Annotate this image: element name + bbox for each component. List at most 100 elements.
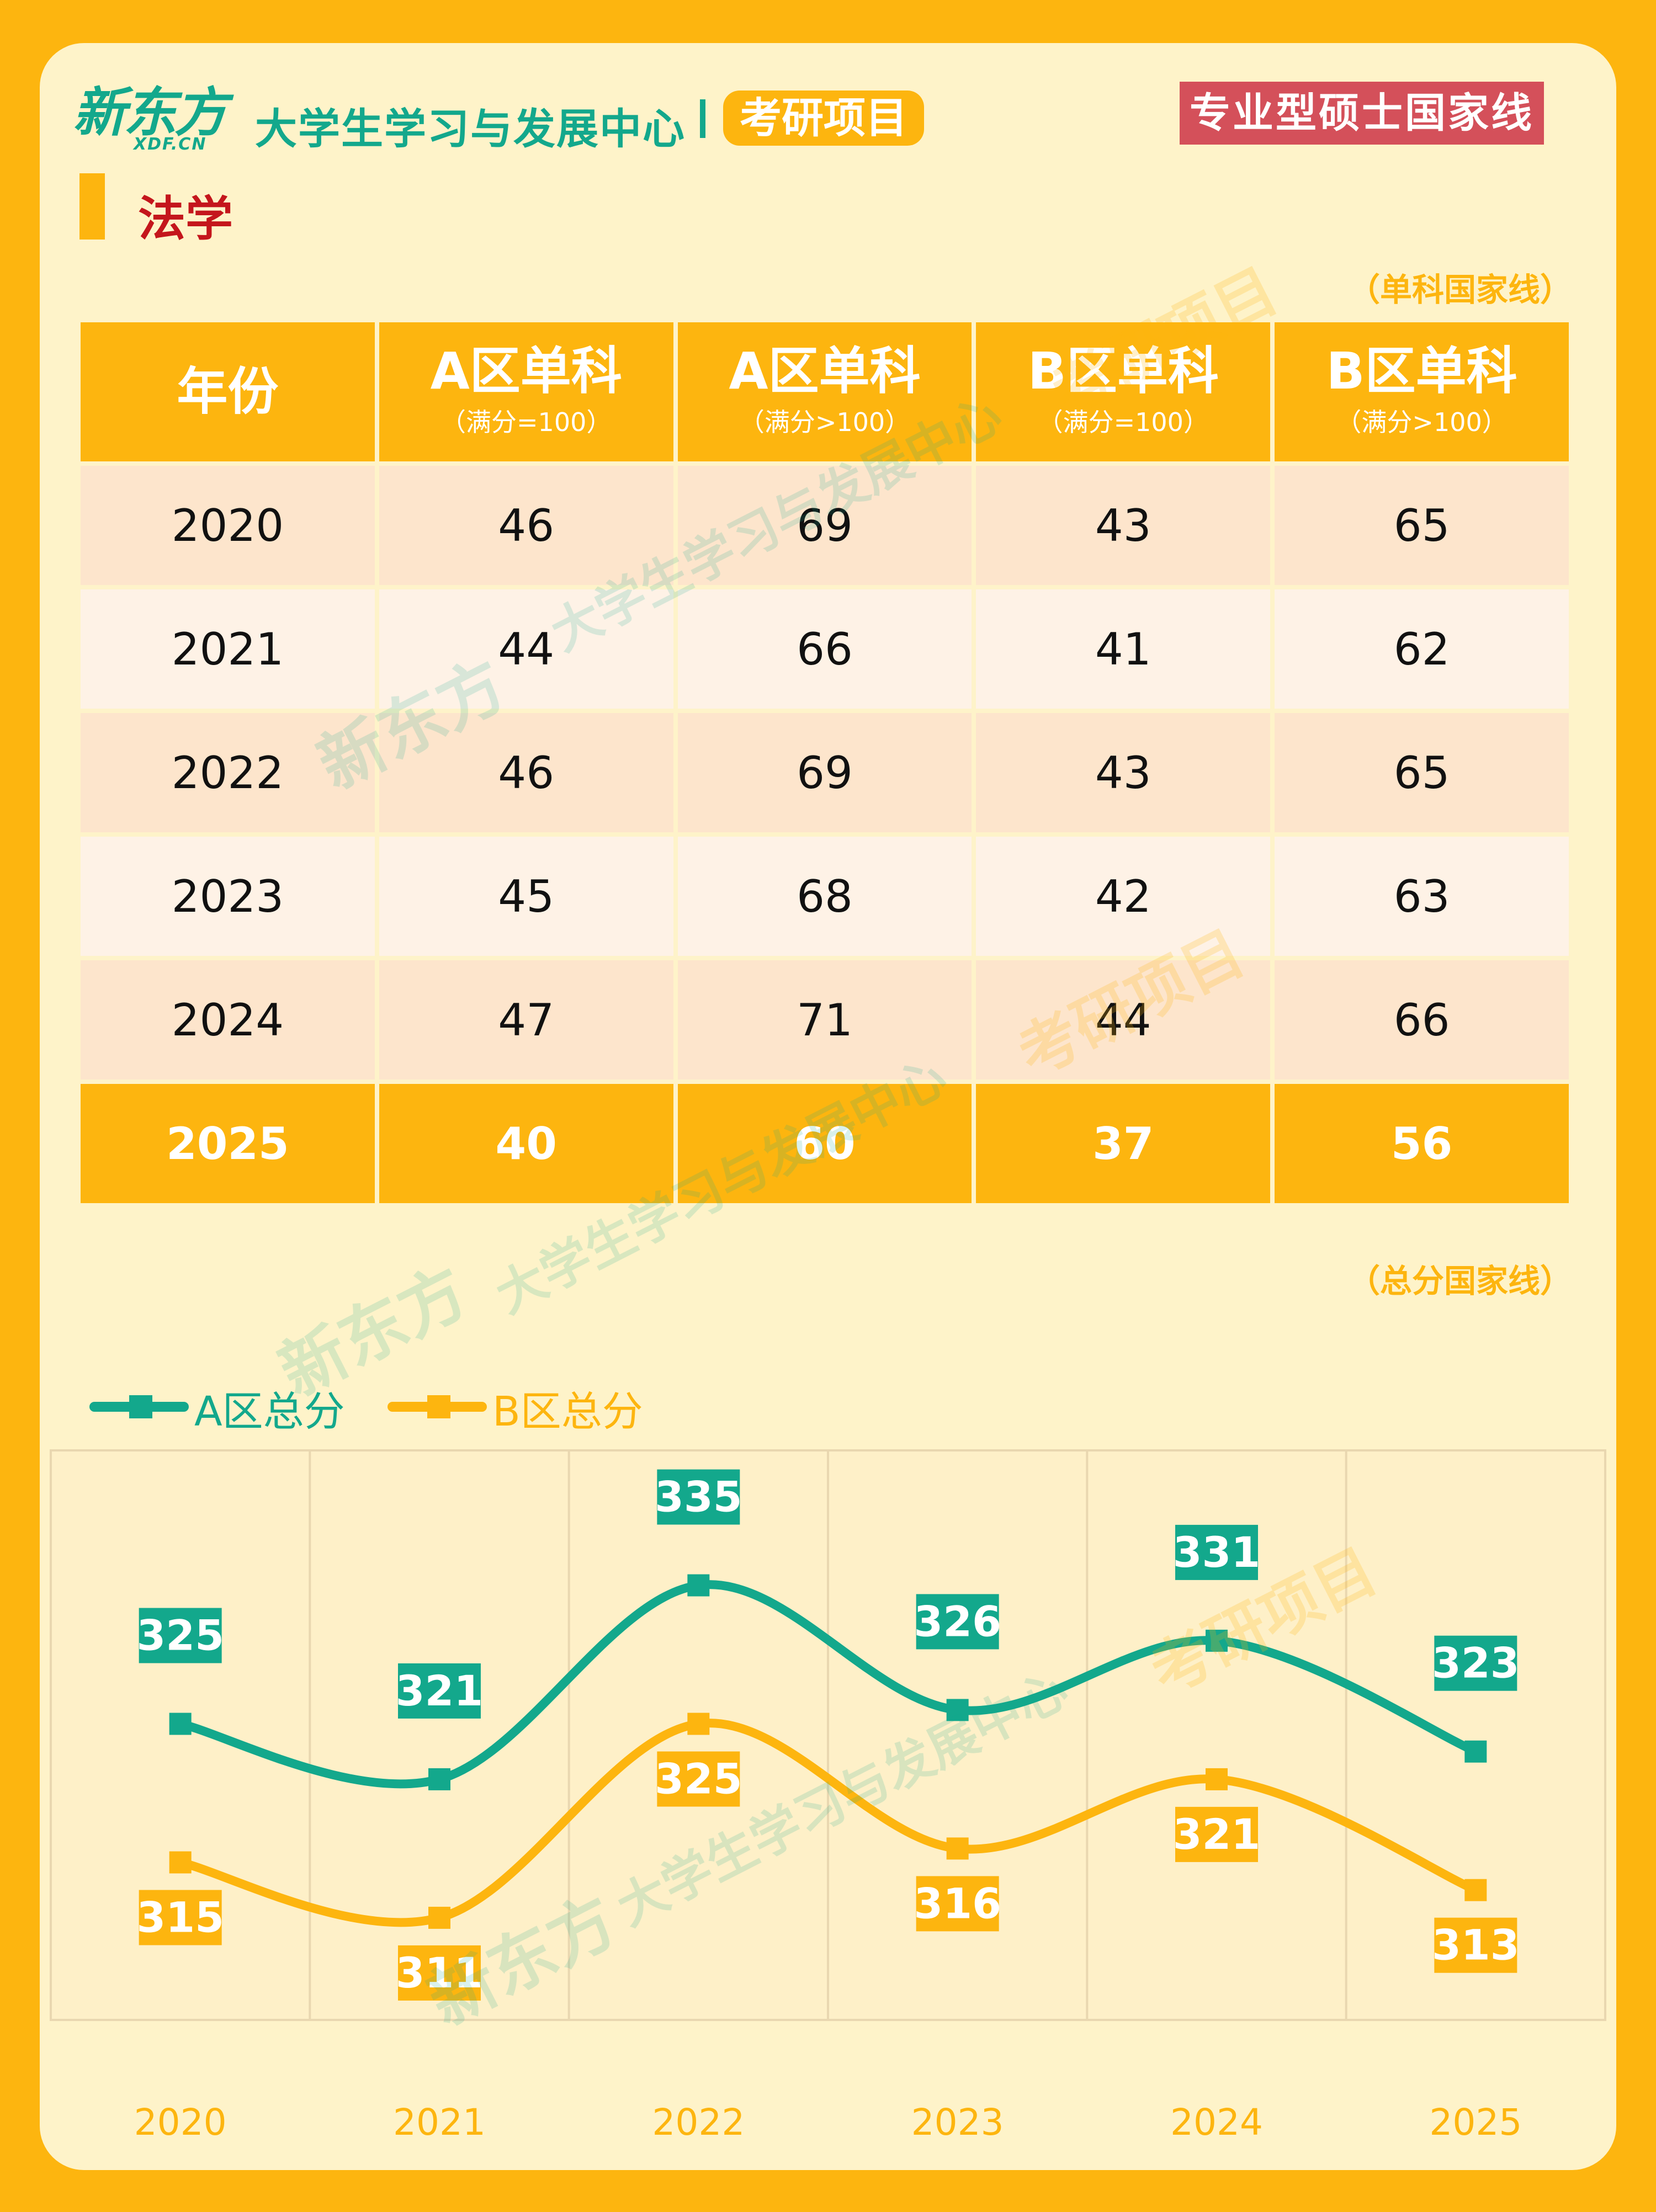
data-label: 331 [1173, 1528, 1261, 1577]
data-label-box [139, 1890, 222, 1945]
cell-year: 2022 [81, 713, 375, 832]
header-cell-b-over-100: B区单科 （满分>100） [1275, 322, 1569, 461]
data-label: 335 [655, 1472, 742, 1522]
data-point [169, 1713, 192, 1735]
x-tick-label: 2022 [652, 2101, 745, 2144]
data-label-box [1175, 1524, 1258, 1580]
cell-year: 2023 [81, 837, 375, 956]
cell-a-100: 47 [379, 960, 673, 1080]
table-row: 2021 44 66 41 62 [81, 589, 1569, 709]
data-label-box [139, 1608, 222, 1663]
data-point [687, 1713, 710, 1735]
header-cell-b-100: B区单科 （满分=100） [976, 322, 1271, 461]
cell-b-over-100: 62 [1275, 589, 1569, 709]
cell-a-100: 40 [379, 1084, 673, 1203]
cell-b-100: 37 [976, 1084, 1271, 1203]
cell-a-over-100: 68 [677, 837, 972, 956]
cell-a-over-100: 69 [677, 713, 972, 832]
data-point [1464, 1740, 1487, 1763]
table-row: 2022 46 69 43 65 [81, 713, 1569, 832]
series-line-b [176, 1719, 1480, 1927]
data-label-box [1434, 1917, 1517, 1973]
total-score-line-chart: 2020 2021 2022 2023 2024 2025 325 321 335 326 331 3… [50, 1449, 1606, 2144]
data-label: 325 [136, 1611, 224, 1660]
data-point [428, 1768, 450, 1790]
data-label-box [916, 1876, 999, 1932]
data-point [1206, 1629, 1228, 1652]
data-label-box [657, 1751, 740, 1807]
data-label: 325 [655, 1754, 742, 1804]
xdf-logo: 新东方 XDF.CN [73, 82, 227, 154]
table-row-latest: 2025 40 60 37 56 [81, 1084, 1569, 1203]
cell-b-over-100: 56 [1275, 1084, 1569, 1203]
data-label: 326 [914, 1597, 1001, 1646]
page-badge: 专业型硕士国家线 [1180, 82, 1544, 145]
chart-note: （总分国家线） [1347, 1262, 1572, 1300]
data-label-box [398, 1945, 481, 2001]
cell-a-over-100: 69 [677, 466, 972, 585]
data-point [169, 1851, 192, 1874]
logo-text: 新东方 [73, 82, 227, 143]
legend-marker-a [129, 1395, 152, 1418]
project-label: 考研项目 [723, 91, 924, 146]
org-name: 大学生学习与发展中心 [255, 104, 686, 153]
header-divider [700, 99, 705, 138]
cell-b-100: 42 [976, 837, 1271, 956]
cell-b-over-100: 63 [1275, 837, 1569, 956]
cell-a-100: 44 [379, 589, 673, 709]
subject-accent-bar [79, 173, 105, 240]
cell-b-100: 43 [976, 713, 1271, 832]
data-label-box [657, 1469, 740, 1525]
cell-b-100: 41 [976, 589, 1271, 709]
subject-title: 法学 [138, 192, 233, 247]
data-point [1464, 1879, 1487, 1901]
cell-b-over-100: 65 [1275, 713, 1569, 832]
x-tick-label: 2025 [1429, 2101, 1522, 2144]
header-cell-a-100: A区单科 （满分=100） [379, 322, 673, 461]
table-header-row: 年份 A区单科 （满分=100） A区单科 （满分>100） B区单科 （满分=… [81, 322, 1569, 461]
legend-marker-b [427, 1395, 450, 1418]
x-tick-label: 2024 [1170, 2101, 1263, 2144]
data-label: 323 [1432, 1639, 1520, 1688]
poster-card: 新东方 XDF.CN 大学生学习与发展中心 考研项目 专业型硕士国家线 法学 （… [40, 43, 1616, 2170]
data-point [946, 1837, 969, 1860]
cell-year: 2025 [81, 1084, 375, 1203]
header-cell-a-over-100: A区单科 （满分>100） [677, 322, 972, 461]
cell-b-100: 44 [976, 960, 1271, 1080]
data-point [687, 1574, 710, 1597]
table-note: （单科国家线） [1347, 271, 1572, 309]
data-label-box [398, 1663, 481, 1719]
series-line-a [176, 1580, 1480, 1789]
cell-a-over-100: 60 [677, 1084, 972, 1203]
cell-a-over-100: 66 [677, 589, 972, 709]
data-point [946, 1699, 969, 1721]
logo-subtext: XDF.CN [134, 135, 207, 154]
cell-year: 2020 [81, 466, 375, 585]
cell-a-100: 46 [379, 713, 673, 832]
cell-year: 2021 [81, 589, 375, 709]
single-subject-score-table: 年份 A区单科 （满分=100） A区单科 （满分>100） B区单科 （满分=… [76, 318, 1573, 1208]
data-label: 321 [396, 1666, 484, 1715]
x-tick-label: 2023 [911, 2101, 1004, 2144]
cell-a-100: 45 [379, 837, 673, 956]
data-label: 315 [136, 1893, 224, 1942]
data-label: 311 [396, 1948, 484, 1997]
legend-label-a: A区总分 [194, 1388, 345, 1435]
cell-b-over-100: 65 [1275, 466, 1569, 585]
cell-a-over-100: 71 [677, 960, 972, 1080]
cell-b-over-100: 66 [1275, 960, 1569, 1080]
data-point [428, 1906, 450, 1929]
x-tick-label: 2021 [393, 2101, 486, 2144]
data-label: 313 [1432, 1921, 1520, 1970]
cell-b-100: 43 [976, 466, 1271, 585]
x-tick-label: 2020 [134, 2101, 227, 2144]
legend-label-b: B区总分 [492, 1388, 643, 1435]
cell-a-100: 46 [379, 466, 673, 585]
data-label: 316 [914, 1879, 1001, 1928]
data-label-box [1434, 1635, 1517, 1691]
data-label-box [1175, 1806, 1258, 1862]
data-point [1206, 1768, 1228, 1790]
table-row: 2023 45 68 42 63 [81, 837, 1569, 956]
table-row: 2024 47 71 44 66 [81, 960, 1569, 1080]
table-row: 2020 46 69 43 65 [81, 466, 1569, 585]
